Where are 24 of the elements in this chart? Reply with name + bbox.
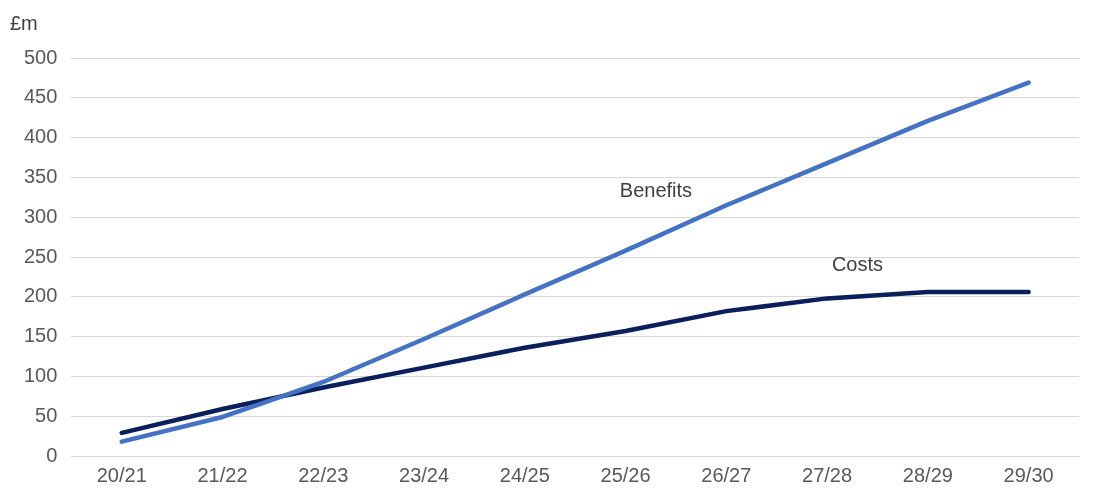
y-tick-label: 450 [23,85,58,108]
x-tick-label: 24/25 [499,463,550,486]
y-tick-label: 0 [46,443,58,466]
x-tick-label: 25/26 [600,463,651,486]
x-tick-label: 28/29 [902,463,953,486]
y-tick-label: 150 [23,324,58,347]
y-tick-label: 200 [23,284,58,307]
x-tick-label: 29/30 [1003,463,1054,486]
x-tick-label: 21/22 [197,463,248,486]
y-tick-label: 250 [23,244,58,267]
y-tick-label: 300 [23,204,58,227]
x-tick-label: 27/28 [802,463,853,486]
y-tick-label: 50 [35,403,58,426]
x-tick-label: 23/24 [399,463,450,486]
x-tick-label: 22/23 [298,463,349,486]
series-label: Costs [831,252,884,275]
y-tick-label: 400 [23,125,58,148]
y-axis-title: £m [10,11,38,34]
y-tick-label: 500 [23,45,58,68]
x-tick-label: 20/21 [96,463,147,486]
x-tick-label: 26/27 [701,463,752,486]
y-tick-label: 350 [23,164,58,187]
series-label: Benefits [619,179,693,202]
y-tick-label: 100 [23,363,58,386]
